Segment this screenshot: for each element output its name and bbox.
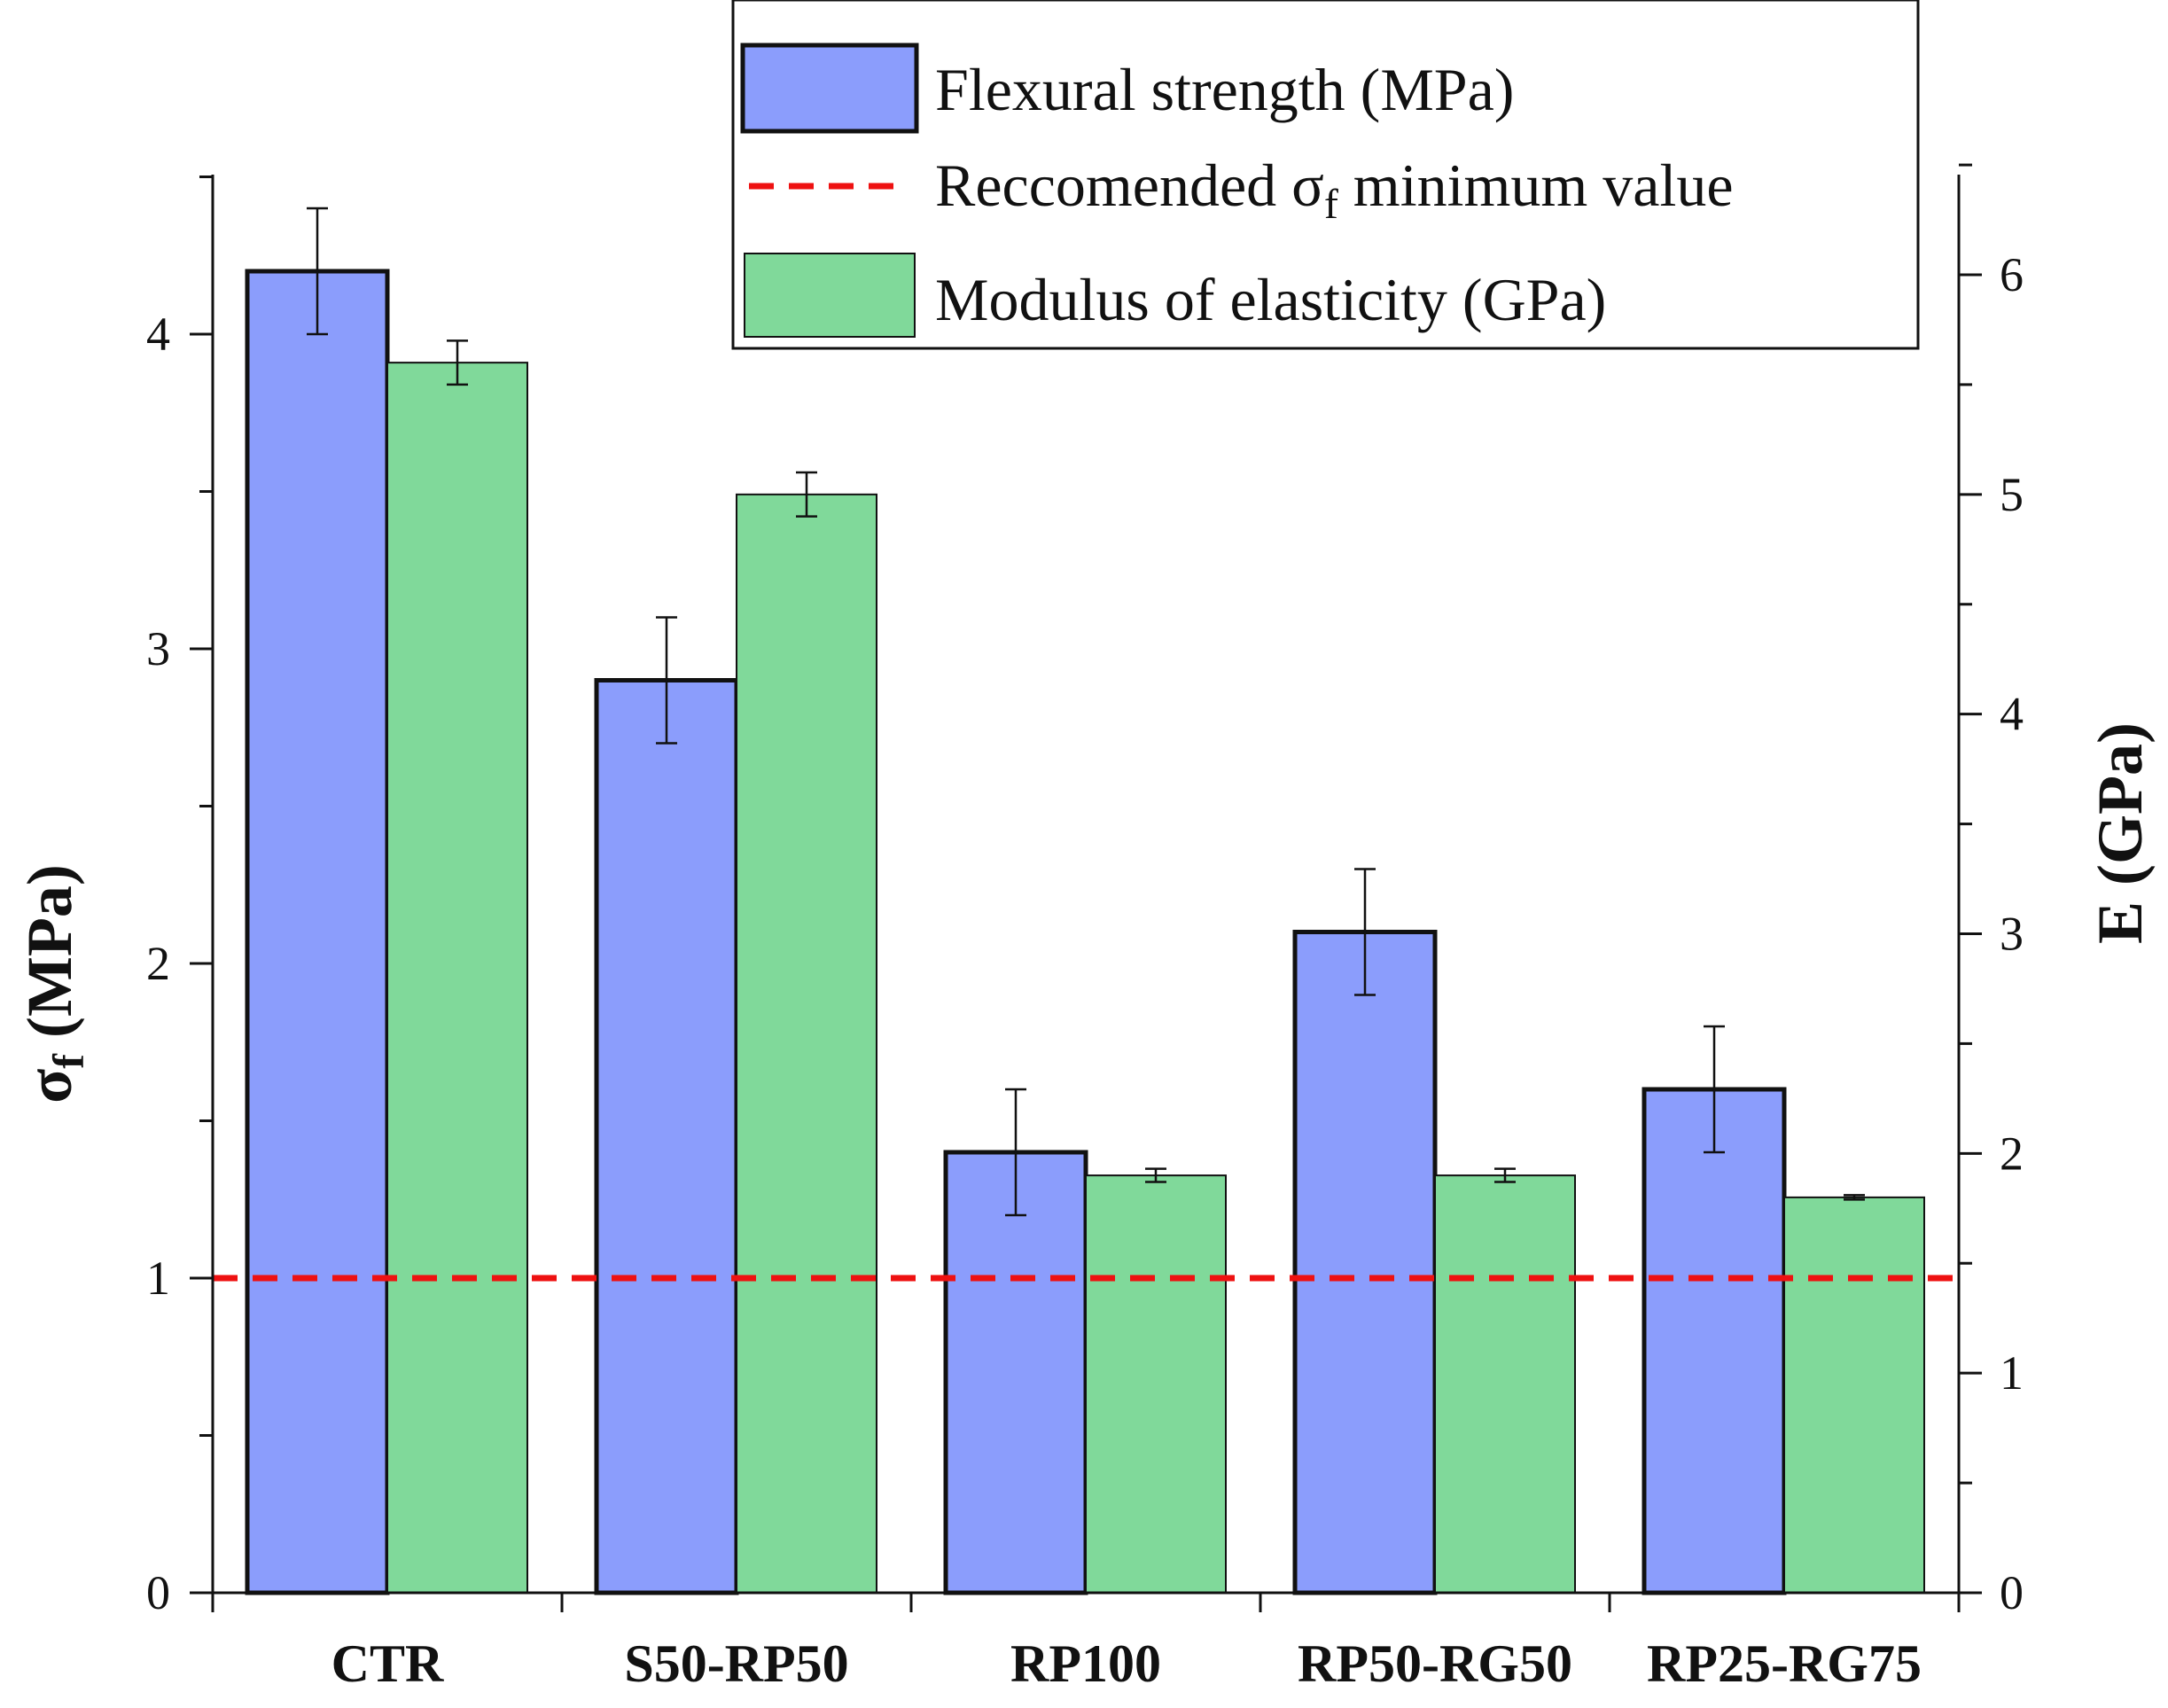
bar-modulus-of-elasticity-rp25-rg75 xyxy=(1783,1196,1925,1595)
legend-frame xyxy=(731,0,1920,350)
legend-label-reference-line: Reccomended σf minimum value xyxy=(935,152,1734,228)
left-tick-label: 2 xyxy=(146,937,170,990)
category-labels-layer: CTR S50-RP50 RP100 RP50-RG50 RP25-RG75 xyxy=(331,1634,1922,1693)
legend-label-modulus-of-elasticity: Modulus of elasticity (GPa) xyxy=(935,266,1606,333)
legend-swatch-modulus-of-elasticity xyxy=(744,253,916,338)
axes-layer xyxy=(190,163,1982,1612)
bar-flexural-strength-rp25-rg75 xyxy=(1642,1087,1787,1595)
right-tick-label: 1 xyxy=(2000,1346,2024,1400)
right-tick-label: 4 xyxy=(2000,688,2024,741)
x-tick-label-rp100: RP100 xyxy=(1010,1634,1161,1693)
error-bar-flexural-strength-rp25-rg75 xyxy=(1704,1025,1725,1154)
left-tick-label: 3 xyxy=(146,622,170,675)
error-bars-layer xyxy=(307,207,1865,1217)
right-tick-label: 2 xyxy=(2000,1127,2024,1180)
right-axis-title: E (GPa) xyxy=(2085,722,2156,944)
bar-flexural-strength-s50-rp50 xyxy=(594,678,739,1595)
right-tick-label: 3 xyxy=(2000,908,2024,961)
error-bar-flexural-strength-ctr xyxy=(307,207,328,336)
x-tick-label-ctr: CTR xyxy=(331,1634,444,1693)
bar-flexural-strength-rp50-rg50 xyxy=(1292,930,1438,1595)
error-bar-modulus-of-elasticity-ctr xyxy=(447,339,468,386)
tick-labels-layer: 0 1 2 3 4 0 1 2 3 4 5 6 xyxy=(146,248,2024,1619)
left-tick-label: 4 xyxy=(146,308,170,361)
left-tick-label: 0 xyxy=(146,1566,170,1619)
legend-label-flexural-strength: Flexural strength (MPa) xyxy=(935,56,1514,123)
bars-layer xyxy=(245,269,1925,1595)
error-bar-modulus-of-elasticity-rp100 xyxy=(1145,1167,1166,1183)
bar-modulus-of-elasticity-rp100 xyxy=(1085,1174,1227,1595)
x-tick-label-s50-rp50: S50-RP50 xyxy=(624,1634,848,1693)
bar-modulus-of-elasticity-s50-rp50 xyxy=(736,493,877,1594)
bar-flexural-strength-ctr xyxy=(245,269,390,1595)
error-bar-modulus-of-elasticity-rp50-rg50 xyxy=(1494,1167,1516,1183)
bar-modulus-of-elasticity-rp50-rg50 xyxy=(1434,1174,1576,1595)
right-tick-label: 6 xyxy=(2000,248,2024,301)
bar-flexural-strength-rp100 xyxy=(943,1150,1088,1595)
legend: Flexural strength (MPa) Reccomended σf m… xyxy=(731,0,1920,350)
x-tick-label-rp50-rg50: RP50-RG50 xyxy=(1298,1634,1572,1693)
legend-swatch-flexural-strength xyxy=(740,43,919,134)
error-bar-flexural-strength-s50-rp50 xyxy=(656,616,677,745)
x-tick-label-rp25-rg75: RP25-RG75 xyxy=(1647,1634,1922,1693)
right-tick-label: 5 xyxy=(2000,468,2024,521)
error-bar-modulus-of-elasticity-s50-rp50 xyxy=(796,471,817,518)
right-tick-label: 0 xyxy=(2000,1566,2024,1619)
left-tick-label: 1 xyxy=(146,1252,170,1305)
error-bar-modulus-of-elasticity-rp25-rg75 xyxy=(1844,1194,1865,1201)
error-bar-flexural-strength-rp100 xyxy=(1005,1088,1026,1217)
left-axis-title: σf (MPa) xyxy=(14,864,93,1104)
error-bar-flexural-strength-rp50-rg50 xyxy=(1354,868,1376,996)
bar-modulus-of-elasticity-ctr xyxy=(386,362,528,1595)
